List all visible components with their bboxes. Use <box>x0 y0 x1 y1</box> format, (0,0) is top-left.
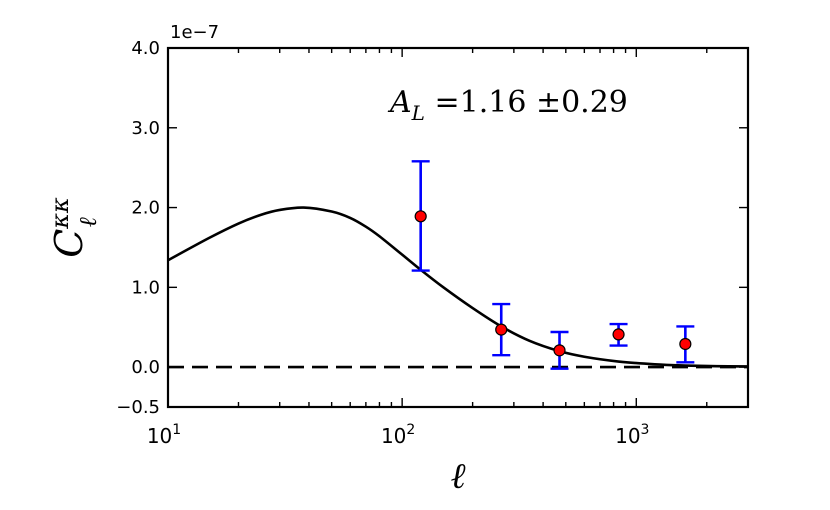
axis-labels-layer: −0.5 0.0 1.0 2.0 3.0 4.0 101 102 103 1e−7 ℓ Cκκℓ AL … <box>46 22 649 497</box>
y-tick-label: 0.0 <box>131 357 160 378</box>
data-marker <box>553 344 566 357</box>
x-tick-label: 102 <box>381 422 415 448</box>
y-tick-label: −0.5 <box>116 397 160 418</box>
x-tick-label: 101 <box>147 422 181 448</box>
data-marker <box>414 210 427 223</box>
data-point-3 <box>550 330 569 370</box>
x-axis-label: ℓ <box>451 456 466 497</box>
y-offset-label: 1e−7 <box>170 22 219 43</box>
x-tick-label: 103 <box>615 422 649 448</box>
data-point-2 <box>492 302 511 357</box>
y-tick-label: 2.0 <box>131 198 160 219</box>
data-marker <box>495 323 508 336</box>
data-marker <box>612 328 625 341</box>
axis-ticks-layer <box>167 47 749 408</box>
data-marker <box>679 337 692 351</box>
plot-frame <box>166 46 750 409</box>
data-point-5 <box>676 325 695 364</box>
data-point-4 <box>609 322 628 347</box>
y-tick-label: 4.0 <box>131 38 160 59</box>
plot-frame-layer <box>166 46 750 409</box>
y-tick-label: 1.0 <box>131 277 160 298</box>
annotation-AL: AL =1.16 ±0.29 <box>387 85 628 125</box>
theory-curve-layer <box>168 206 748 368</box>
data-point-1 <box>411 160 430 272</box>
y-tick-label: 3.0 <box>131 118 160 139</box>
y-axis-label: Cκκℓ <box>46 197 102 258</box>
theory-curve <box>168 206 748 368</box>
data-points-layer <box>411 160 695 370</box>
svg-text:Cκκℓ: Cκκℓ <box>46 197 102 258</box>
